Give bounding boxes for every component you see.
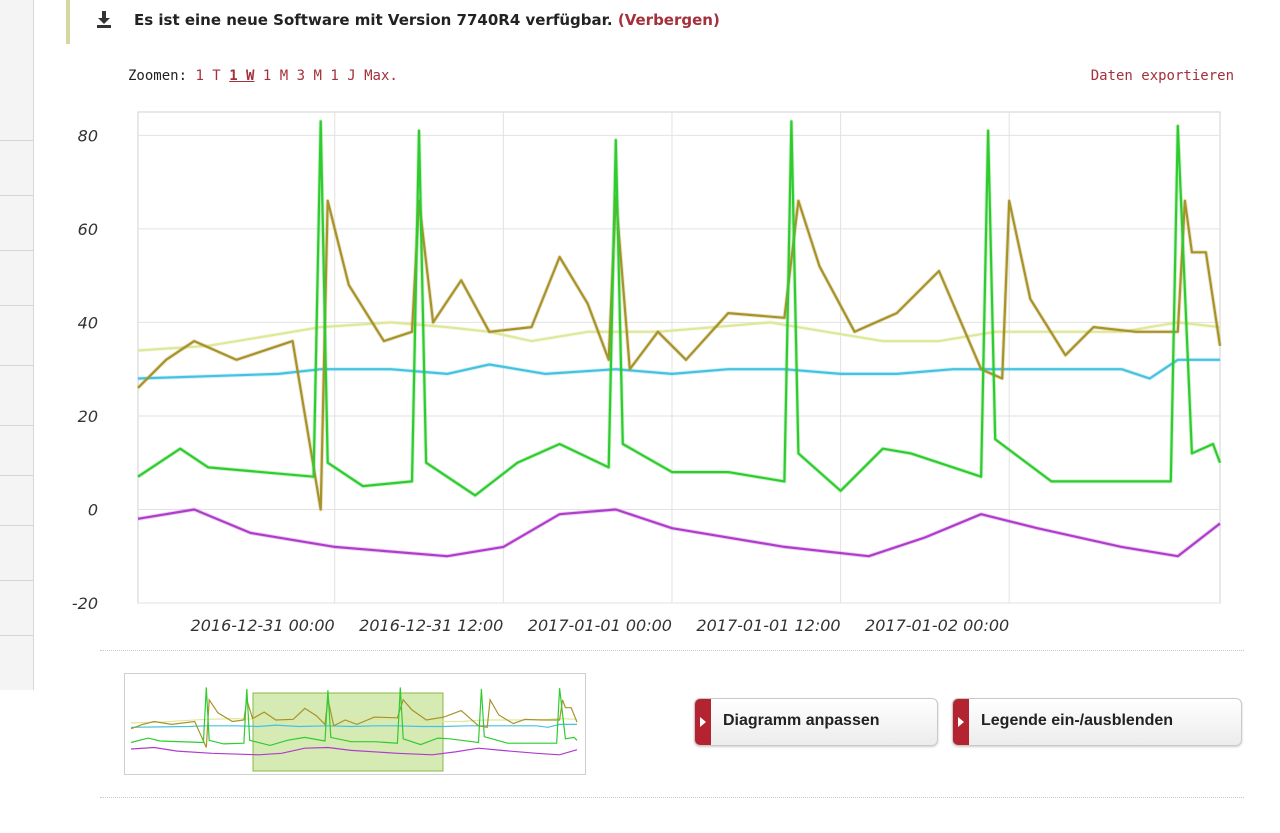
x-tick-label: 2017-01-01 00:00 <box>528 616 672 635</box>
series-line-3 <box>137 120 1222 497</box>
x-axis: 2016-12-31 00:00 2016-12-31 12:00 2017-01-… <box>191 616 1010 635</box>
update-notice-text: Es ist eine neue Software mit Version 77… <box>134 11 720 29</box>
sidebar-divider <box>0 250 33 251</box>
sidebar-divider <box>0 580 33 581</box>
series-line-4 <box>137 508 1221 558</box>
zoom-label: Zoomen: <box>128 68 188 84</box>
navigator-line-4 <box>130 746 578 756</box>
sidebar-divider <box>0 635 33 636</box>
y-tick-label: 60 <box>78 220 98 239</box>
zoom-1-year[interactable]: 1 J <box>330 68 356 84</box>
sidebar-divider <box>0 195 33 196</box>
x-tick-label: 2016-12-31 12:00 <box>359 616 503 635</box>
toggle-legend-label: Legende ein-/ausblenden <box>981 712 1174 729</box>
divider <box>100 650 1244 651</box>
sidebar-divider <box>0 365 33 366</box>
navigator-line-1 <box>130 723 577 728</box>
sidebar-divider <box>0 525 33 526</box>
x-tick-label: 2017-01-02 00:00 <box>865 616 1009 635</box>
toggle-legend-button[interactable]: Legende ein-/ausblenden <box>952 698 1242 746</box>
zoom-1-week[interactable]: 1 W <box>229 68 255 84</box>
update-message: Es ist eine neue Software mit Version 77… <box>134 11 613 29</box>
hide-notice-link[interactable]: (Verbergen) <box>617 11 720 29</box>
zoom-3-months[interactable]: 3 M <box>296 68 322 84</box>
zoom-selector: Zoomen: 1 T 1 W 1 M 3 M 1 J Max. <box>128 68 398 84</box>
navigator-line-2 <box>130 697 578 748</box>
x-tick-label: 2016-12-31 00:00 <box>191 616 335 635</box>
y-tick-label: 80 <box>78 126 98 145</box>
left-sidebar <box>0 0 34 690</box>
divider <box>100 797 1244 798</box>
zoom-1-day[interactable]: 1 T <box>195 68 221 84</box>
series-line-2 <box>137 195 1222 511</box>
navigator-line-3 <box>130 687 578 747</box>
series-line-1 <box>137 358 1220 380</box>
adjust-chart-button[interactable]: Diagramm anpassen <box>694 698 938 746</box>
y-tick-label: -20 <box>72 594 98 613</box>
y-tick-label: 40 <box>78 313 98 332</box>
sidebar-divider <box>0 140 33 141</box>
export-data-link[interactable]: Daten exportieren <box>1090 68 1234 84</box>
update-notice: Es ist eine neue Software mit Version 77… <box>66 0 1280 44</box>
chart-series <box>136 119 1222 559</box>
sidebar-divider <box>0 305 33 306</box>
zoom-max[interactable]: Max. <box>364 68 398 84</box>
y-axis: 80 60 40 20 0 -20 <box>72 126 98 613</box>
arrow-right-icon <box>695 699 711 745</box>
download-icon <box>97 11 111 28</box>
navigator-series <box>130 687 578 772</box>
y-tick-label: 0 <box>88 500 98 519</box>
sidebar-divider <box>0 475 33 476</box>
navigator-selection <box>252 692 444 772</box>
adjust-chart-label: Diagramm anpassen <box>723 712 880 729</box>
chart-navigator[interactable] <box>124 673 586 775</box>
zoom-1-month[interactable]: 1 M <box>262 68 289 84</box>
arrow-right-icon <box>953 699 969 745</box>
sidebar-divider <box>0 425 33 426</box>
y-tick-label: 20 <box>78 407 98 426</box>
x-tick-label: 2017-01-01 12:00 <box>696 616 840 635</box>
